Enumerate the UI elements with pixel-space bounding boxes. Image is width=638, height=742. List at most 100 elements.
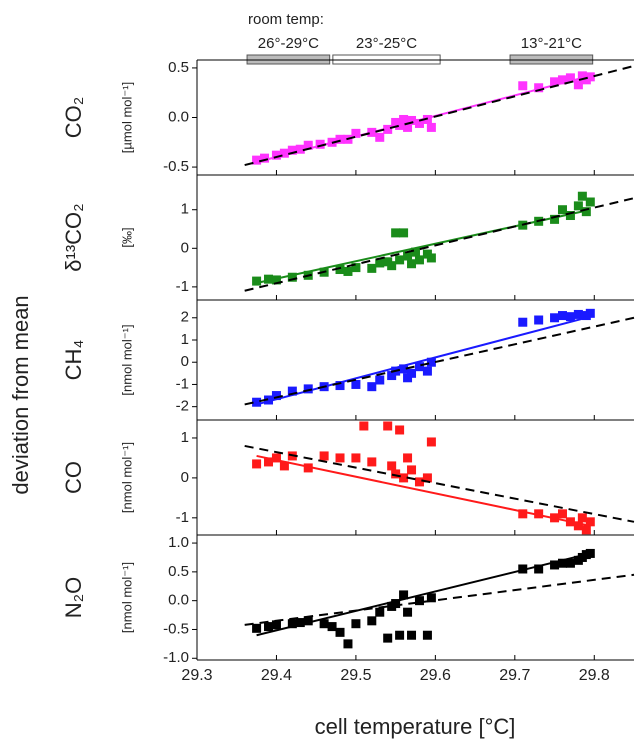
point xyxy=(557,75,567,85)
point xyxy=(573,309,583,319)
point xyxy=(414,118,424,128)
point xyxy=(252,276,262,286)
point xyxy=(387,461,397,471)
point xyxy=(287,272,297,282)
point xyxy=(407,368,417,378)
y-tick-label: -0.5 xyxy=(163,620,189,637)
fit-line xyxy=(256,552,591,637)
point xyxy=(403,251,413,261)
point xyxy=(399,473,409,483)
point xyxy=(391,599,401,609)
point xyxy=(252,623,262,633)
range-label: 13°-21°C xyxy=(521,35,582,52)
point xyxy=(426,253,436,263)
y-tick-label: -0.5 xyxy=(163,158,189,175)
panel-unit: [nmol mol⁻¹] xyxy=(119,442,134,513)
reference-line xyxy=(244,197,635,292)
x-tick-label: 29.7 xyxy=(499,667,530,684)
point xyxy=(351,128,361,138)
panel-unit: [nmol mol⁻¹] xyxy=(119,324,134,395)
point xyxy=(252,397,262,407)
panel-unit: [nmol mol⁻¹] xyxy=(119,562,134,633)
point xyxy=(585,308,595,318)
point xyxy=(319,451,329,461)
point xyxy=(391,228,401,238)
y-tick-label: 0.5 xyxy=(168,563,189,580)
y-tick-label: -1 xyxy=(176,509,189,526)
point xyxy=(367,457,377,467)
point xyxy=(335,381,345,391)
point xyxy=(399,364,409,374)
point xyxy=(287,619,297,629)
point xyxy=(395,630,405,640)
point xyxy=(565,558,575,568)
point xyxy=(271,620,281,630)
point xyxy=(403,607,413,617)
point xyxy=(295,618,305,628)
y-tick-label: 0.5 xyxy=(168,59,189,76)
point xyxy=(407,465,417,475)
point xyxy=(518,509,528,519)
point xyxy=(577,513,587,523)
y-tick-label: 0.0 xyxy=(168,108,189,125)
point xyxy=(426,357,436,367)
point xyxy=(264,395,274,405)
point xyxy=(327,622,337,632)
point xyxy=(557,509,567,519)
point xyxy=(407,115,417,125)
point xyxy=(387,261,397,271)
point xyxy=(399,590,409,600)
point xyxy=(422,630,432,640)
point xyxy=(399,228,409,238)
point xyxy=(252,155,262,165)
point xyxy=(565,73,575,83)
point xyxy=(375,607,385,617)
x-tick-label: 29.8 xyxy=(579,667,610,684)
point xyxy=(565,211,575,221)
point xyxy=(407,259,417,269)
panel-label: N₂O xyxy=(61,577,86,619)
point xyxy=(565,312,575,322)
point xyxy=(287,386,297,396)
point xyxy=(403,453,413,463)
y-tick-label: 0 xyxy=(181,353,189,370)
y-tick-label: -1 xyxy=(176,278,189,295)
x-tick-label: 29.5 xyxy=(340,667,371,684)
point xyxy=(518,317,528,327)
y-tick-label: -1.0 xyxy=(163,649,189,666)
point xyxy=(319,619,329,629)
y-tick-label: 2 xyxy=(181,309,189,326)
panel-label: CO xyxy=(61,461,86,494)
point xyxy=(351,379,361,389)
point xyxy=(343,639,353,649)
point xyxy=(351,619,361,629)
point xyxy=(315,139,325,149)
point xyxy=(271,453,281,463)
point xyxy=(581,525,591,535)
point xyxy=(395,425,405,435)
point xyxy=(359,421,369,431)
point xyxy=(383,421,393,431)
point xyxy=(534,83,544,93)
point xyxy=(422,473,432,483)
point xyxy=(573,80,583,90)
point xyxy=(375,132,385,142)
point xyxy=(426,122,436,132)
point xyxy=(422,366,432,376)
reference-line xyxy=(244,573,635,626)
y-tick-label: 1 xyxy=(181,331,189,348)
point xyxy=(550,214,560,224)
point xyxy=(303,463,313,473)
panel-label: δ¹³CO₂ xyxy=(61,203,86,271)
point xyxy=(279,148,289,158)
y-axis-title: deviation from mean xyxy=(8,295,33,494)
point xyxy=(367,263,377,273)
point xyxy=(403,122,413,132)
point xyxy=(577,191,587,201)
point xyxy=(367,616,377,626)
point xyxy=(395,255,405,265)
panel-unit: [µmol mol⁻¹] xyxy=(119,82,134,153)
point xyxy=(414,596,424,606)
y-tick-label: 0 xyxy=(181,469,189,486)
point xyxy=(303,616,313,626)
